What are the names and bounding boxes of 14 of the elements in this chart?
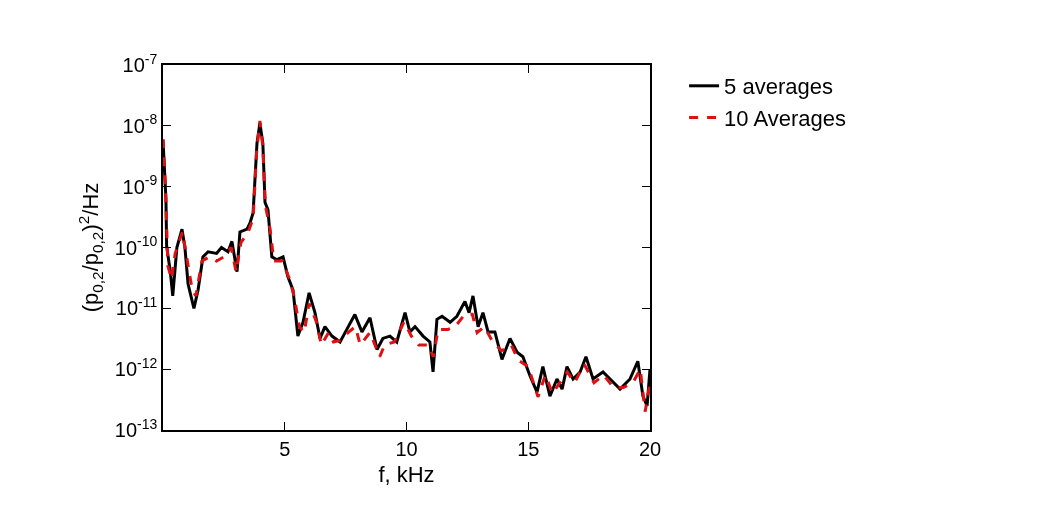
y-tick-label: 10$^{-7}$ <box>122 50 158 76</box>
y-tick-label: 10$^{-11}$ <box>115 293 158 320</box>
y-tick-label: 10$^{-9}$ <box>122 172 158 198</box>
x-tick-label: 5 <box>279 437 291 460</box>
y-tick-label: 10$^{-12}$ <box>114 354 158 381</box>
y-tick-label: 10$^{-10}$ <box>114 233 158 259</box>
x-tick-label: 20 <box>638 437 662 460</box>
y-tick-label: 10$^{-13}$ <box>114 415 158 441</box>
y-tick-label: 10$^{-8}$ <box>122 111 158 137</box>
x-tick-label: 10 <box>395 437 418 460</box>
x-axis-title: f, kHz <box>378 462 435 488</box>
x-tick-label: 15 <box>517 437 540 460</box>
legend-label: 5 averages <box>724 74 833 100</box>
legend-label: 10 Averages <box>724 105 847 131</box>
